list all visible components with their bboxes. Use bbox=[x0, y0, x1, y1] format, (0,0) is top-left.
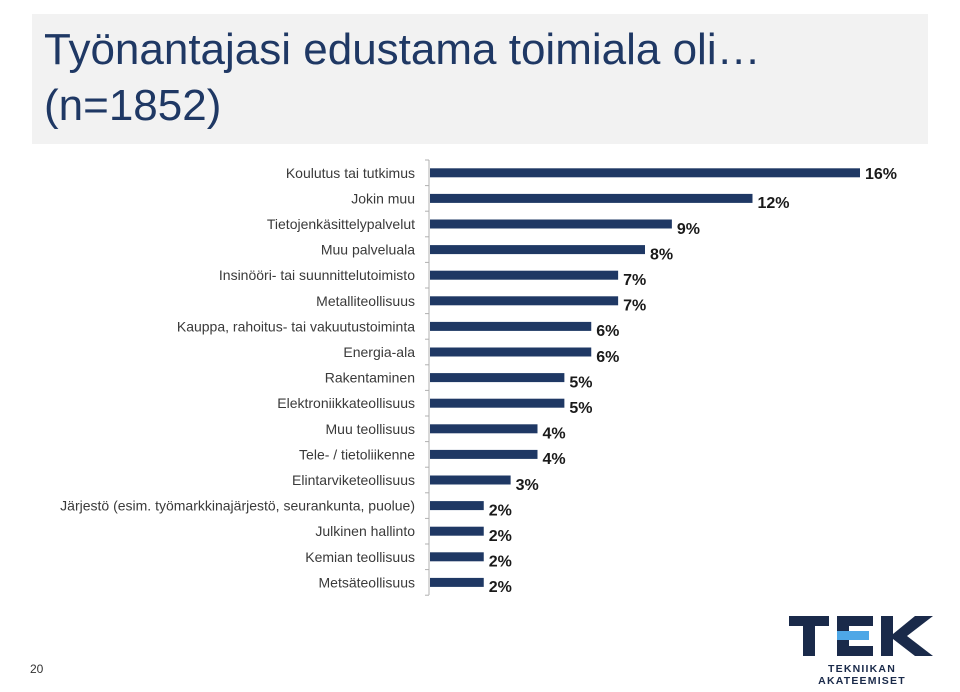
bar bbox=[430, 501, 484, 511]
title-line-2: (n=1852) bbox=[44, 81, 222, 130]
data-label: 4% bbox=[543, 451, 566, 468]
category-label: Jokin muu bbox=[351, 190, 415, 206]
data-label: 2% bbox=[489, 502, 512, 519]
category-label: Energia-ala bbox=[343, 344, 415, 360]
category-label: Järjestö (esim. työmarkkinajärjestö, seu… bbox=[60, 498, 415, 514]
data-label: 9% bbox=[677, 221, 700, 238]
slide-title: Työnantajasi edustama toimiala oli… (n=1… bbox=[44, 22, 761, 134]
category-label: Metalliteollisuus bbox=[316, 293, 415, 309]
category-label: Tietojenkäsittelypalvelut bbox=[267, 216, 415, 232]
category-label: Tele- / tietoliikenne bbox=[299, 446, 415, 462]
category-label: Kauppa, rahoitus- tai vakuutustoiminta bbox=[177, 318, 415, 334]
slide-number: 20 bbox=[30, 662, 44, 676]
bar bbox=[430, 321, 592, 331]
bar bbox=[430, 398, 565, 408]
tek-logo: TEKNIIKAN AKATEEMISET bbox=[787, 614, 937, 687]
category-label: Muu palveluala bbox=[321, 242, 415, 258]
category-label: Muu teollisuus bbox=[326, 421, 416, 437]
bar bbox=[430, 475, 511, 485]
title-line-1: Työnantajasi edustama toimiala oli… bbox=[44, 25, 761, 74]
bar bbox=[430, 245, 645, 255]
data-label: 5% bbox=[569, 400, 592, 417]
data-label: 7% bbox=[623, 298, 646, 315]
data-label: 2% bbox=[489, 579, 512, 596]
bar bbox=[430, 219, 672, 229]
category-label: Koulutus tai tutkimus bbox=[286, 165, 415, 181]
category-label: Metsäteollisuus bbox=[319, 574, 416, 590]
bar bbox=[430, 168, 860, 178]
data-label: 7% bbox=[623, 272, 646, 289]
tek-logo-subtitle: TEKNIIKAN AKATEEMISET bbox=[818, 663, 906, 687]
data-label: 6% bbox=[596, 349, 619, 366]
data-label: 2% bbox=[489, 528, 512, 545]
bar bbox=[430, 270, 619, 280]
bar bbox=[430, 193, 753, 203]
data-label: 12% bbox=[758, 195, 790, 212]
category-label: Insinööri- tai suunnittelutoimisto bbox=[219, 267, 415, 283]
bar bbox=[430, 373, 565, 383]
data-label: 16% bbox=[865, 166, 897, 183]
bar bbox=[430, 347, 592, 357]
data-label: 6% bbox=[596, 323, 619, 340]
category-label: Julkinen hallinto bbox=[315, 523, 415, 539]
category-label: Elintarviketeollisuus bbox=[292, 472, 415, 488]
category-label: Kemian teollisuus bbox=[305, 549, 415, 565]
bar bbox=[430, 526, 484, 536]
data-label: 8% bbox=[650, 246, 673, 263]
bar bbox=[430, 424, 538, 434]
data-label: 4% bbox=[543, 426, 566, 443]
data-label: 3% bbox=[516, 477, 539, 494]
title-box: Työnantajasi edustama toimiala oli… (n=1… bbox=[32, 14, 928, 144]
tek-logo-mark bbox=[789, 616, 933, 656]
data-label: 2% bbox=[489, 554, 512, 571]
category-label: Rakentaminen bbox=[325, 370, 415, 386]
bar bbox=[430, 449, 538, 459]
bar bbox=[430, 577, 484, 587]
bar bbox=[430, 296, 619, 306]
bar bbox=[430, 552, 484, 562]
category-label: Elektroniikkateollisuus bbox=[277, 395, 415, 411]
data-label: 5% bbox=[569, 374, 592, 391]
